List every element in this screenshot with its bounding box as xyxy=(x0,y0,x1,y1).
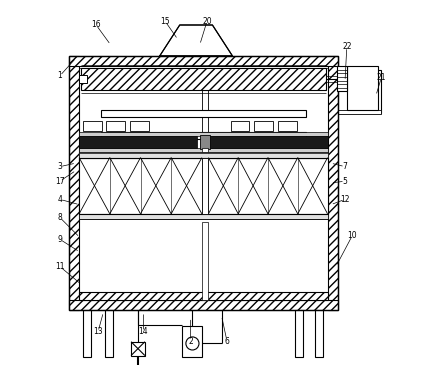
Bar xyxy=(338,110,381,114)
Text: 2: 2 xyxy=(188,336,193,346)
Text: 13: 13 xyxy=(93,328,103,336)
Bar xyxy=(105,310,113,357)
Bar xyxy=(135,365,141,366)
Text: 17: 17 xyxy=(55,177,65,186)
Bar xyxy=(79,214,327,219)
Bar xyxy=(69,56,338,66)
Bar xyxy=(83,121,101,131)
Circle shape xyxy=(186,337,199,350)
Text: 22: 22 xyxy=(342,42,352,51)
Bar xyxy=(202,148,208,152)
Bar xyxy=(79,158,327,214)
Bar xyxy=(200,135,210,149)
Bar xyxy=(83,310,91,357)
Bar xyxy=(202,158,208,214)
Bar xyxy=(347,66,378,110)
Bar xyxy=(69,300,338,310)
Bar xyxy=(131,342,145,355)
Bar xyxy=(79,153,327,158)
Text: 5: 5 xyxy=(342,177,347,186)
Bar xyxy=(202,90,208,111)
Text: 9: 9 xyxy=(58,235,62,244)
Text: 21: 21 xyxy=(377,73,386,82)
Text: 12: 12 xyxy=(340,195,350,204)
Bar xyxy=(79,152,327,158)
Text: 15: 15 xyxy=(160,17,170,26)
Bar xyxy=(202,222,208,300)
Text: 16: 16 xyxy=(91,20,101,30)
Text: 11: 11 xyxy=(55,262,65,271)
Bar xyxy=(337,66,347,92)
Bar xyxy=(79,66,327,300)
Bar xyxy=(315,310,323,357)
Bar xyxy=(327,56,338,310)
Bar xyxy=(254,121,273,131)
Bar xyxy=(79,136,197,148)
Bar xyxy=(130,121,149,131)
Bar xyxy=(210,136,327,148)
Bar xyxy=(81,68,326,90)
Bar xyxy=(101,132,306,139)
Text: 4: 4 xyxy=(58,195,62,204)
Bar xyxy=(278,121,297,131)
Text: 1: 1 xyxy=(58,71,62,81)
Text: 3: 3 xyxy=(58,162,62,171)
Bar xyxy=(183,326,202,357)
Bar xyxy=(295,310,303,357)
Text: 20: 20 xyxy=(202,17,212,26)
Text: 10: 10 xyxy=(347,231,357,240)
Bar xyxy=(69,56,338,310)
Text: 8: 8 xyxy=(58,213,62,222)
Bar xyxy=(69,56,79,310)
Text: 6: 6 xyxy=(225,336,229,346)
Bar xyxy=(79,75,87,83)
Bar xyxy=(79,132,327,136)
Bar xyxy=(106,121,125,131)
Bar xyxy=(230,121,249,131)
Bar xyxy=(202,117,208,132)
Bar xyxy=(79,148,327,152)
Bar xyxy=(338,70,381,113)
Text: 7: 7 xyxy=(342,162,347,171)
Polygon shape xyxy=(160,25,233,56)
Bar xyxy=(101,111,306,117)
Text: 14: 14 xyxy=(139,328,148,336)
Bar xyxy=(79,292,327,300)
